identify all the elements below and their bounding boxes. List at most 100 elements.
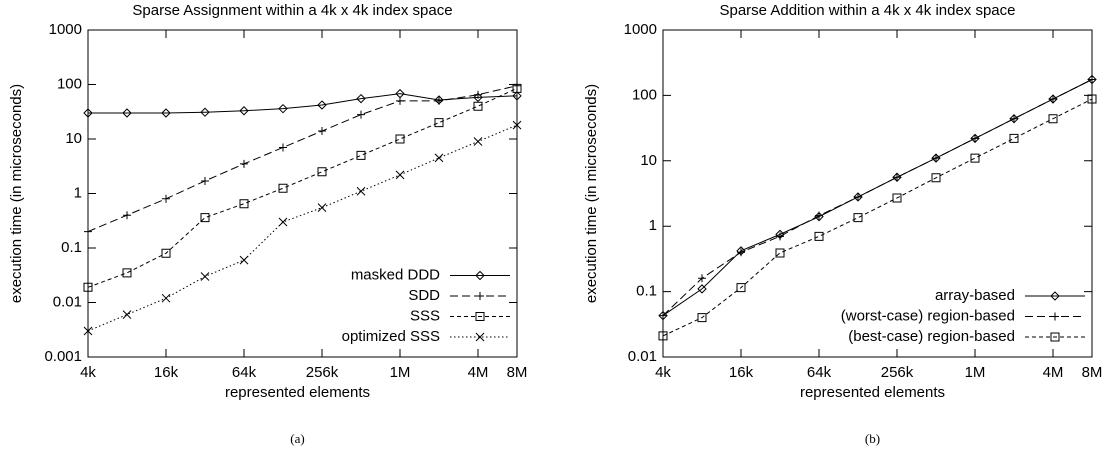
marker <box>395 170 405 180</box>
y-axis-label: execution time (in microseconds) <box>583 84 600 303</box>
x-tick-label: 256k <box>306 364 339 381</box>
series-line <box>87 87 518 288</box>
marker <box>512 83 522 93</box>
y-tick-label: 10 <box>640 152 657 169</box>
y-tick-label: 0.1 <box>636 283 657 300</box>
plot-frame <box>662 29 1093 358</box>
marker <box>356 93 366 104</box>
marker <box>659 311 667 320</box>
caption: (a) <box>290 431 304 446</box>
series-line <box>88 93 518 114</box>
marker <box>434 118 444 128</box>
x-tick-label: 64k <box>232 364 257 381</box>
marker <box>84 227 92 236</box>
marker <box>357 110 365 119</box>
x-axis-label: represented elements <box>225 384 370 401</box>
x-tick-label: 1M <box>965 364 986 381</box>
marker <box>1050 332 1060 342</box>
marker <box>893 173 901 182</box>
caption: (b) <box>865 431 880 446</box>
x-axis-label: represented elements <box>800 384 945 401</box>
legend-label: array-based <box>935 287 1015 304</box>
marker <box>474 90 482 99</box>
marker <box>853 213 863 223</box>
marker <box>1009 133 1019 143</box>
marker <box>317 100 327 110</box>
marker <box>122 268 132 278</box>
marker <box>1050 291 1060 301</box>
series-line <box>87 124 518 332</box>
marker <box>476 292 484 300</box>
legend-label: optimized SSS <box>342 328 440 345</box>
x-tick-label: 1M <box>390 364 411 381</box>
y-tick-label: 1000 <box>624 21 657 38</box>
legend-label: (worst-case) region-based <box>841 307 1015 324</box>
y-axis-label: execution time (in microseconds) <box>8 84 25 303</box>
chart-title: Sparse Assignment within a 4k x 4k index… <box>132 2 452 19</box>
marker <box>776 232 784 241</box>
marker <box>931 153 941 163</box>
marker <box>162 194 170 203</box>
x-tick-label: 8M <box>507 364 528 381</box>
series-line <box>662 79 1093 316</box>
marker <box>317 167 327 177</box>
marker <box>931 173 941 183</box>
marker <box>200 107 210 117</box>
marker <box>475 270 485 281</box>
chart-title: Sparse Addition within a 4k x 4k index s… <box>719 2 1015 19</box>
marker <box>123 211 131 220</box>
x-tick-label: 4M <box>1043 364 1064 381</box>
marker <box>736 283 746 293</box>
marker <box>737 248 745 257</box>
y-tick-label: 0.1 <box>61 239 82 256</box>
marker <box>697 284 707 294</box>
legend-label: masked DDD <box>351 266 440 283</box>
marker <box>932 154 940 163</box>
marker <box>892 193 902 203</box>
y-tick-label: 1 <box>649 217 657 234</box>
marker <box>161 108 171 118</box>
marker <box>239 199 249 209</box>
marker <box>814 231 824 241</box>
marker <box>1088 75 1096 84</box>
marker <box>201 176 209 185</box>
series-line <box>87 85 518 233</box>
marker <box>473 137 483 146</box>
series-line <box>662 98 1093 337</box>
marker <box>512 91 522 101</box>
marker <box>278 103 288 114</box>
x-tick-label: 16k <box>154 364 179 381</box>
marker <box>239 106 249 116</box>
marker <box>1051 312 1059 321</box>
marker <box>317 203 327 213</box>
marker <box>970 153 980 163</box>
marker <box>200 213 210 223</box>
marker <box>1087 94 1097 104</box>
marker <box>815 211 823 220</box>
marker <box>318 127 326 136</box>
y-tick-label: 0.001 <box>44 348 82 365</box>
marker <box>775 248 785 258</box>
marker <box>356 186 366 196</box>
marker <box>161 248 171 258</box>
marker <box>396 96 404 105</box>
marker <box>122 108 132 118</box>
marker <box>278 217 288 227</box>
y-tick-label: 100 <box>57 75 82 92</box>
marker <box>473 92 483 103</box>
plot-frame <box>87 29 518 358</box>
y-tick-label: 100 <box>632 86 657 103</box>
x-tick-label: 8M <box>1082 364 1103 381</box>
marker <box>1049 95 1057 104</box>
marker <box>658 331 668 341</box>
marker <box>475 332 485 342</box>
marker <box>200 272 210 281</box>
marker <box>395 134 405 144</box>
y-tick-label: 0.01 <box>628 348 657 365</box>
marker <box>278 183 288 193</box>
marker <box>434 153 444 163</box>
x-tick-label: 4k <box>655 364 671 381</box>
marker <box>161 293 171 303</box>
marker <box>513 81 521 90</box>
